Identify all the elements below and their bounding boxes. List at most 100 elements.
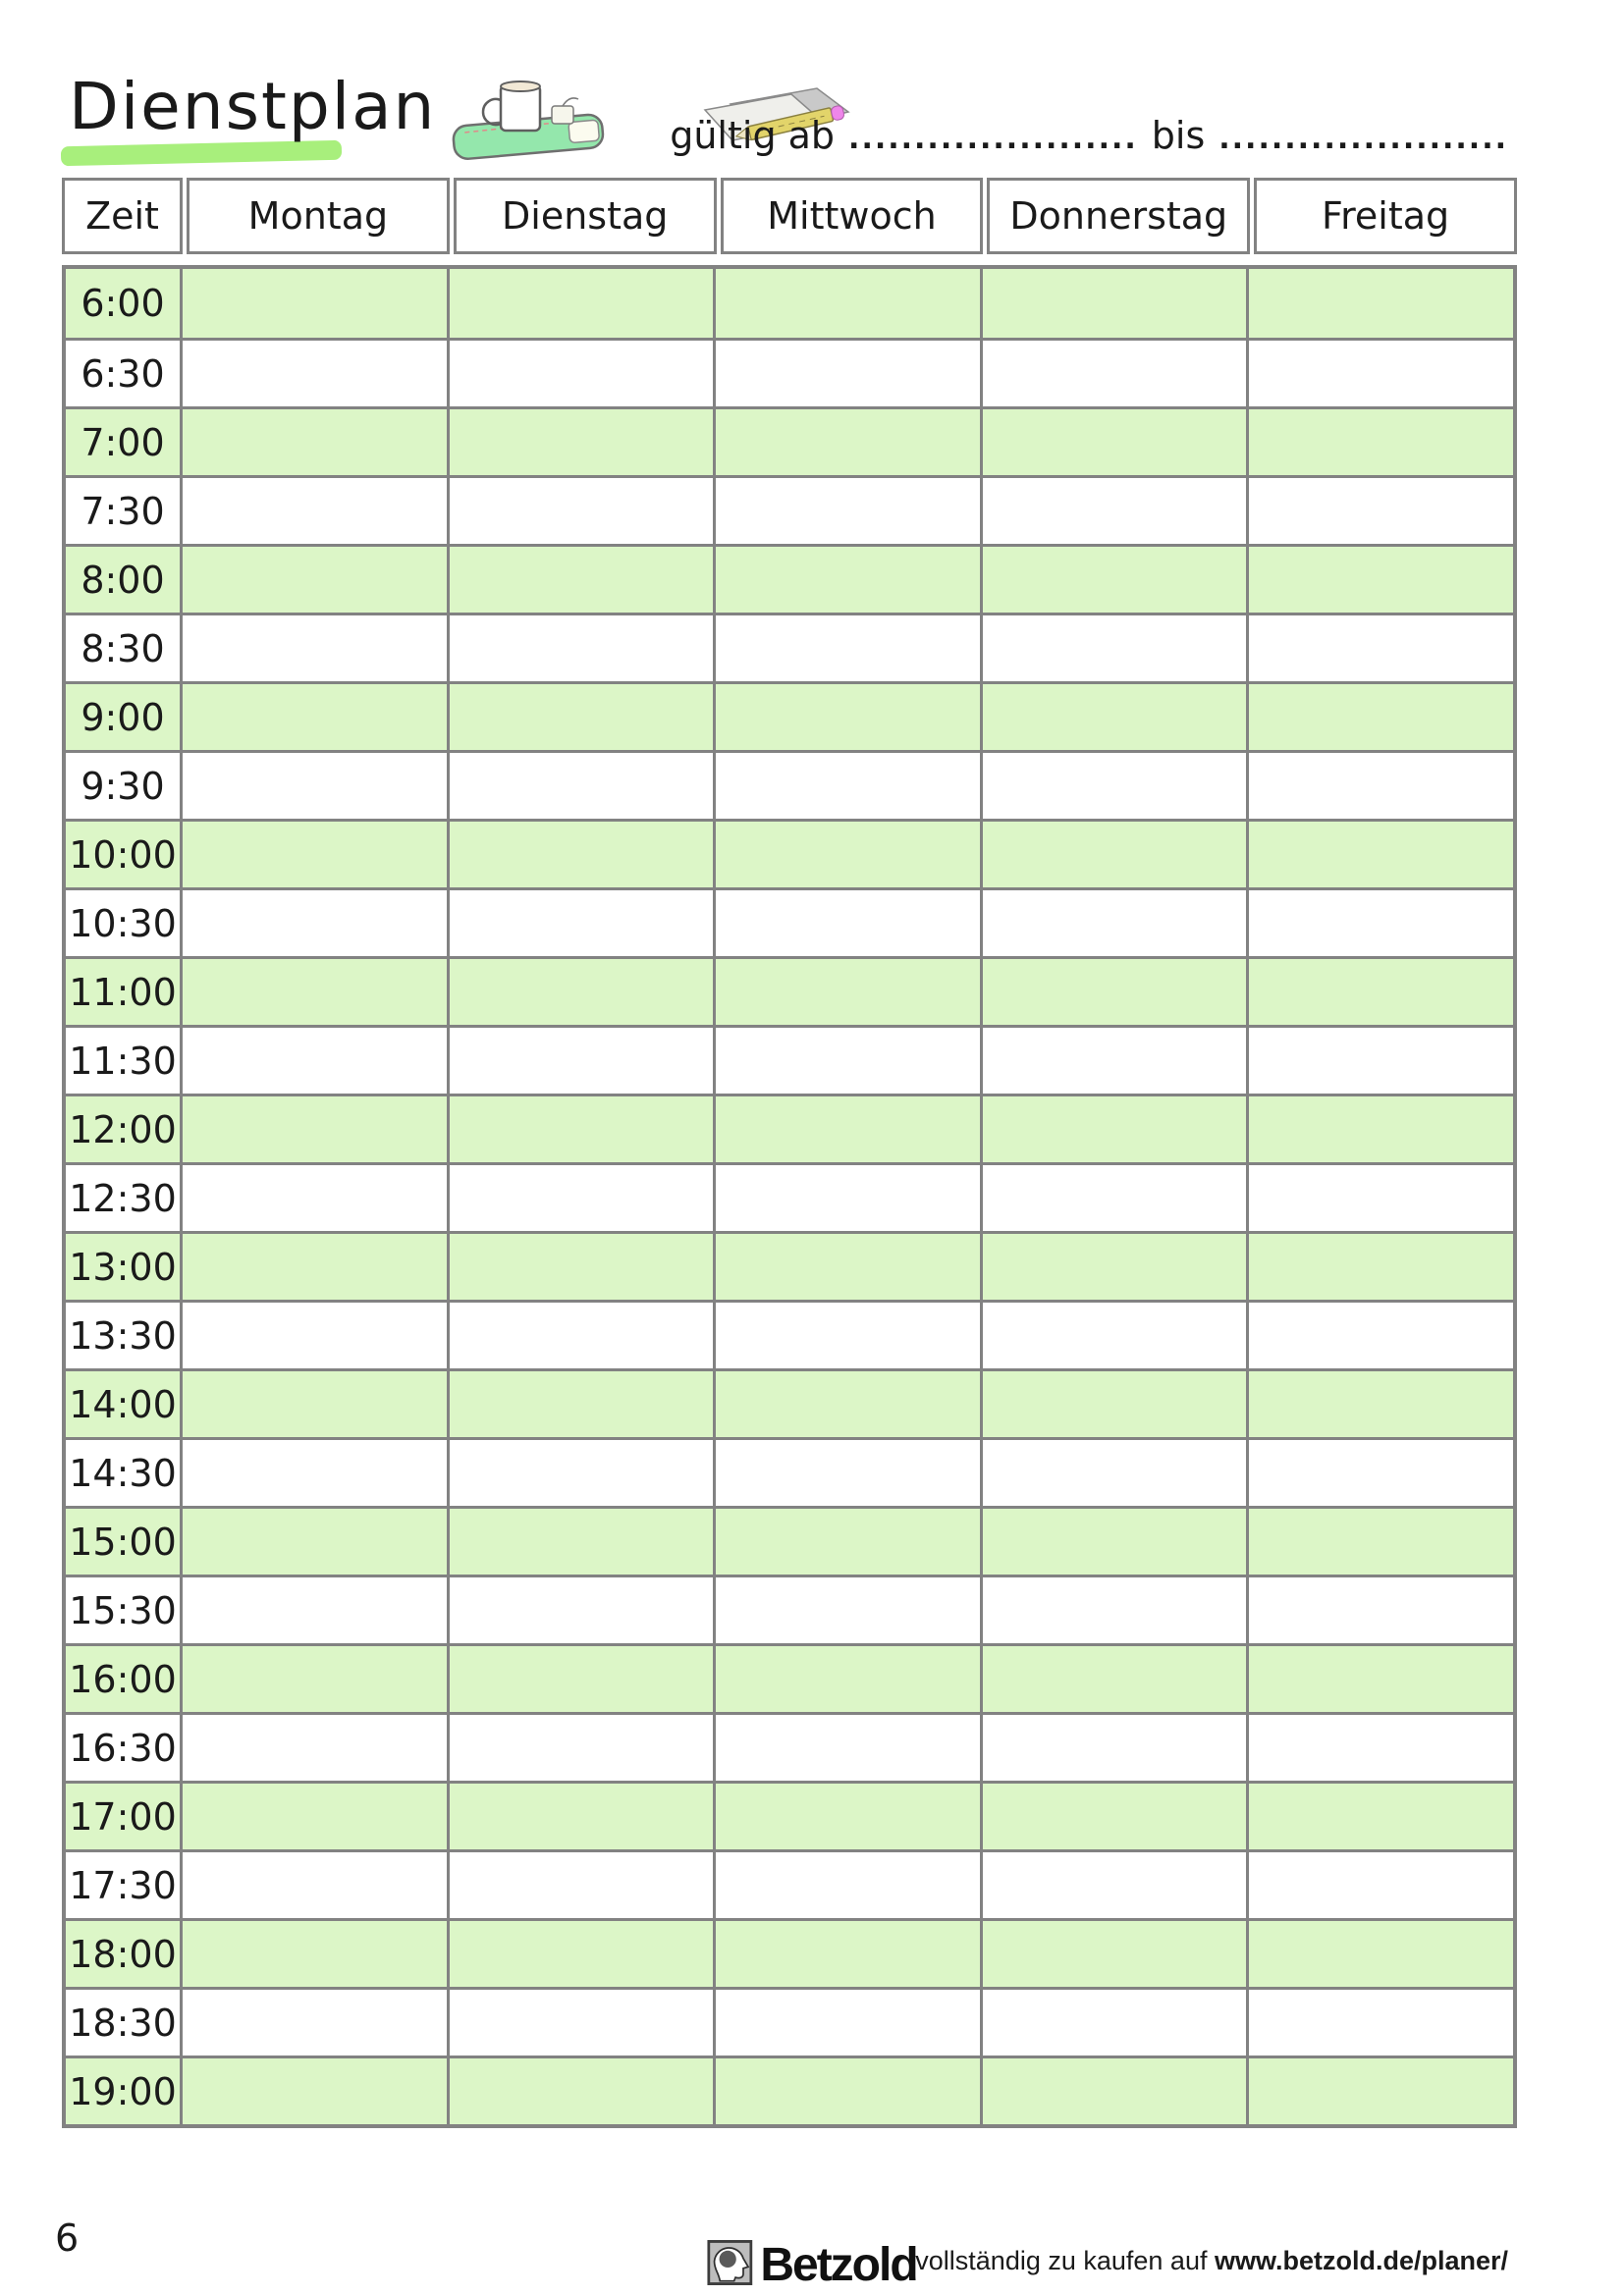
schedule-cell[interactable] bbox=[979, 341, 1247, 406]
schedule-cell[interactable] bbox=[979, 959, 1247, 1025]
schedule-cell[interactable] bbox=[446, 478, 714, 544]
schedule-cell[interactable] bbox=[713, 1303, 980, 1368]
schedule-cell[interactable] bbox=[446, 822, 714, 887]
schedule-cell[interactable] bbox=[713, 890, 980, 956]
schedule-cell[interactable] bbox=[180, 1921, 447, 1987]
schedule-cell[interactable] bbox=[713, 1234, 980, 1300]
schedule-cell[interactable] bbox=[713, 615, 980, 681]
schedule-cell[interactable] bbox=[1246, 1096, 1513, 1162]
schedule-cell[interactable] bbox=[446, 1028, 714, 1094]
schedule-cell[interactable] bbox=[180, 822, 447, 887]
schedule-cell[interactable] bbox=[1246, 547, 1513, 613]
schedule-cell[interactable] bbox=[446, 753, 714, 819]
schedule-cell[interactable] bbox=[1246, 822, 1513, 887]
schedule-cell[interactable] bbox=[979, 1371, 1247, 1437]
schedule-cell[interactable] bbox=[1246, 615, 1513, 681]
schedule-cell[interactable] bbox=[979, 547, 1247, 613]
schedule-cell[interactable] bbox=[1246, 890, 1513, 956]
schedule-cell[interactable] bbox=[180, 684, 447, 750]
schedule-cell[interactable] bbox=[1246, 753, 1513, 819]
schedule-cell[interactable] bbox=[979, 1990, 1247, 2056]
schedule-cell[interactable] bbox=[446, 547, 714, 613]
schedule-cell[interactable] bbox=[180, 1852, 447, 1918]
schedule-cell[interactable] bbox=[979, 409, 1247, 475]
schedule-cell[interactable] bbox=[180, 1096, 447, 1162]
schedule-cell[interactable] bbox=[979, 1028, 1247, 1094]
schedule-cell[interactable] bbox=[446, 2058, 714, 2124]
schedule-cell[interactable] bbox=[1246, 959, 1513, 1025]
schedule-cell[interactable] bbox=[713, 1440, 980, 1506]
schedule-cell[interactable] bbox=[979, 2058, 1247, 2124]
schedule-cell[interactable] bbox=[1246, 1303, 1513, 1368]
schedule-cell[interactable] bbox=[1246, 1234, 1513, 1300]
schedule-cell[interactable] bbox=[180, 1440, 447, 1506]
schedule-cell[interactable] bbox=[713, 1715, 980, 1781]
schedule-cell[interactable] bbox=[1246, 1852, 1513, 1918]
schedule-cell[interactable] bbox=[446, 1715, 714, 1781]
schedule-cell[interactable] bbox=[446, 1784, 714, 1849]
schedule-cell[interactable] bbox=[1246, 1509, 1513, 1575]
schedule-cell[interactable] bbox=[713, 1096, 980, 1162]
schedule-cell[interactable] bbox=[180, 269, 447, 338]
schedule-cell[interactable] bbox=[446, 1303, 714, 1368]
schedule-cell[interactable] bbox=[1246, 1165, 1513, 1231]
schedule-cell[interactable] bbox=[1246, 1990, 1513, 2056]
schedule-cell[interactable] bbox=[180, 1165, 447, 1231]
schedule-cell[interactable] bbox=[446, 269, 714, 338]
schedule-cell[interactable] bbox=[180, 615, 447, 681]
schedule-cell[interactable] bbox=[713, 2058, 980, 2124]
schedule-cell[interactable] bbox=[979, 890, 1247, 956]
schedule-cell[interactable] bbox=[180, 1234, 447, 1300]
schedule-cell[interactable] bbox=[713, 269, 980, 338]
schedule-cell[interactable] bbox=[713, 1165, 980, 1231]
schedule-cell[interactable] bbox=[713, 1509, 980, 1575]
schedule-cell[interactable] bbox=[1246, 1784, 1513, 1849]
schedule-cell[interactable] bbox=[1246, 1715, 1513, 1781]
schedule-cell[interactable] bbox=[446, 959, 714, 1025]
schedule-cell[interactable] bbox=[446, 1577, 714, 1643]
schedule-cell[interactable] bbox=[180, 753, 447, 819]
schedule-cell[interactable] bbox=[446, 1371, 714, 1437]
schedule-cell[interactable] bbox=[979, 822, 1247, 887]
schedule-cell[interactable] bbox=[979, 753, 1247, 819]
schedule-cell[interactable] bbox=[979, 1784, 1247, 1849]
schedule-cell[interactable] bbox=[713, 753, 980, 819]
schedule-cell[interactable] bbox=[1246, 269, 1513, 338]
schedule-cell[interactable] bbox=[446, 1646, 714, 1712]
validity-blank-from[interactable]: ...................... bbox=[848, 122, 1138, 156]
schedule-cell[interactable] bbox=[180, 1303, 447, 1368]
schedule-cell[interactable] bbox=[979, 1440, 1247, 1506]
schedule-cell[interactable] bbox=[713, 547, 980, 613]
schedule-cell[interactable] bbox=[713, 959, 980, 1025]
schedule-cell[interactable] bbox=[1246, 1371, 1513, 1437]
schedule-cell[interactable] bbox=[1246, 1921, 1513, 1987]
schedule-cell[interactable] bbox=[1246, 409, 1513, 475]
schedule-cell[interactable] bbox=[180, 341, 447, 406]
schedule-cell[interactable] bbox=[446, 409, 714, 475]
schedule-cell[interactable] bbox=[1246, 1028, 1513, 1094]
schedule-cell[interactable] bbox=[979, 1921, 1247, 1987]
schedule-cell[interactable] bbox=[180, 959, 447, 1025]
schedule-cell[interactable] bbox=[979, 269, 1247, 338]
schedule-cell[interactable] bbox=[979, 1165, 1247, 1231]
schedule-cell[interactable] bbox=[979, 1646, 1247, 1712]
schedule-cell[interactable] bbox=[446, 684, 714, 750]
schedule-cell[interactable] bbox=[446, 1852, 714, 1918]
schedule-cell[interactable] bbox=[180, 1990, 447, 2056]
schedule-cell[interactable] bbox=[979, 684, 1247, 750]
schedule-cell[interactable] bbox=[979, 1234, 1247, 1300]
schedule-cell[interactable] bbox=[713, 1028, 980, 1094]
schedule-cell[interactable] bbox=[1246, 2058, 1513, 2124]
schedule-cell[interactable] bbox=[446, 890, 714, 956]
schedule-cell[interactable] bbox=[1246, 1577, 1513, 1643]
schedule-cell[interactable] bbox=[180, 1577, 447, 1643]
schedule-cell[interactable] bbox=[979, 1096, 1247, 1162]
schedule-cell[interactable] bbox=[446, 1921, 714, 1987]
schedule-cell[interactable] bbox=[713, 478, 980, 544]
schedule-cell[interactable] bbox=[979, 1852, 1247, 1918]
schedule-cell[interactable] bbox=[713, 1371, 980, 1437]
schedule-cell[interactable] bbox=[1246, 1646, 1513, 1712]
schedule-cell[interactable] bbox=[180, 1715, 447, 1781]
schedule-cell[interactable] bbox=[446, 615, 714, 681]
schedule-cell[interactable] bbox=[1246, 1440, 1513, 1506]
